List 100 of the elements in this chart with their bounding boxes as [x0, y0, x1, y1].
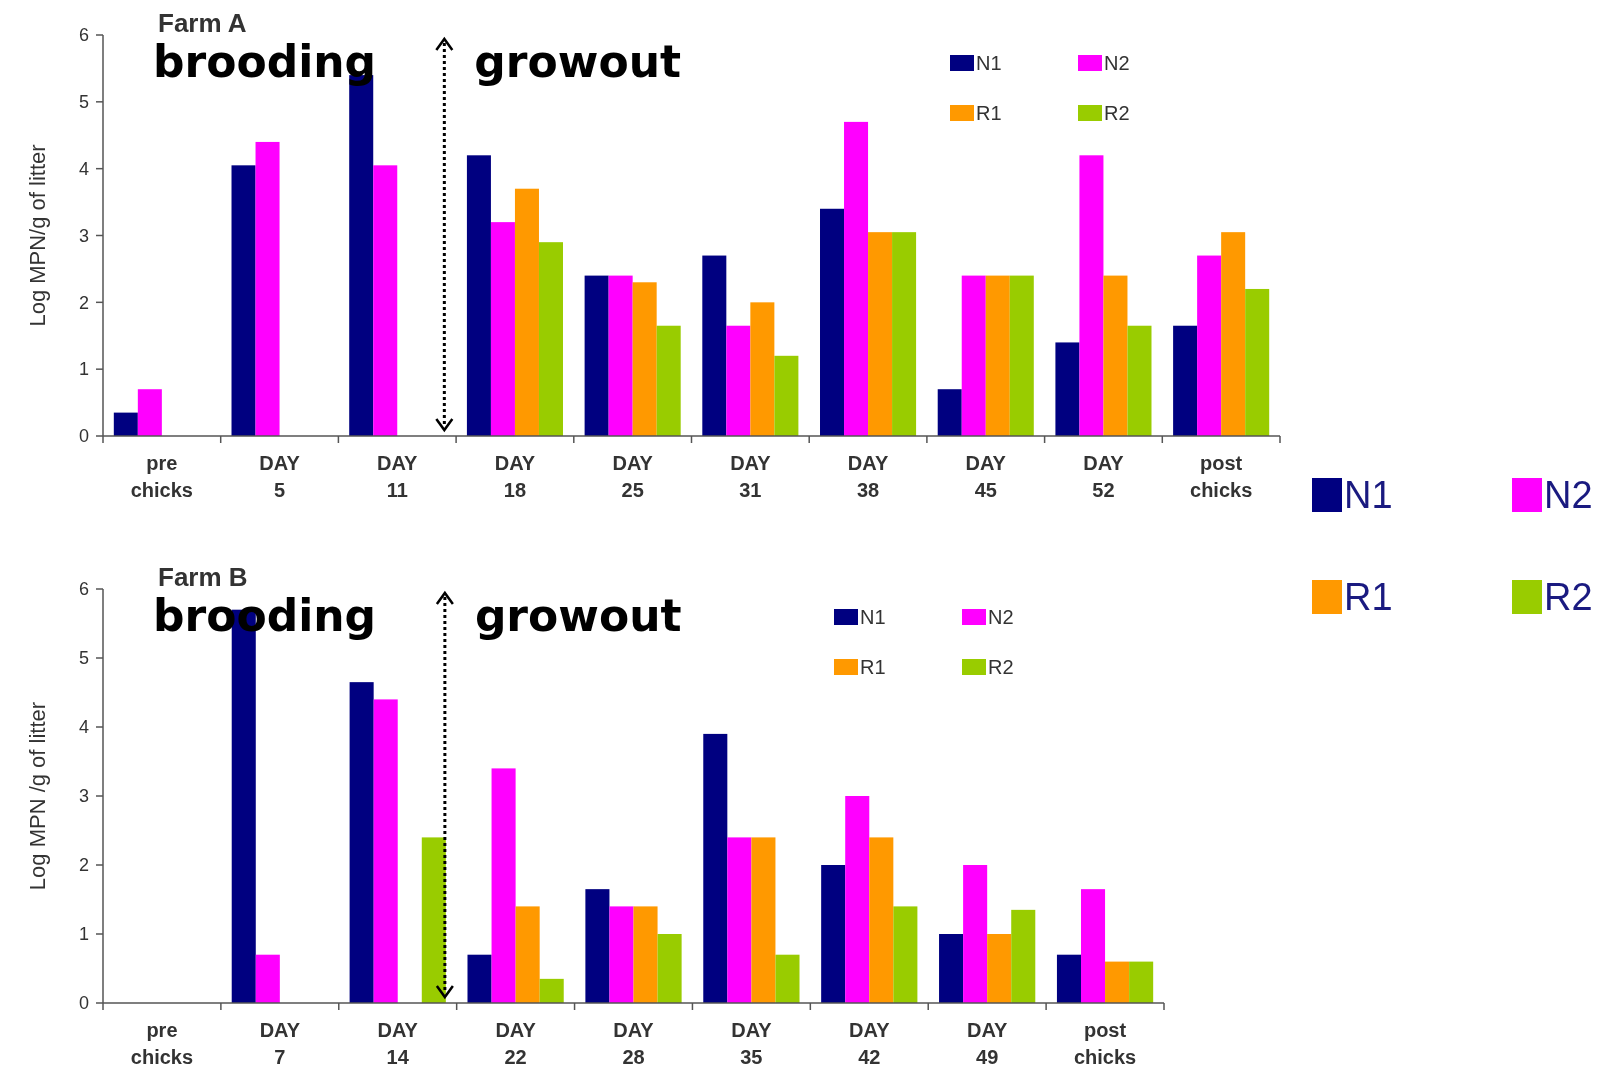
y-tick-label: 0 — [78, 993, 89, 1014]
bar — [1129, 961, 1154, 1003]
bar — [726, 325, 751, 436]
x-tick-label: post chicks — [1073, 1019, 1137, 1068]
annotation: growout — [474, 36, 681, 87]
bar — [231, 165, 256, 436]
bar — [727, 837, 752, 1003]
bar — [515, 906, 540, 1003]
bar — [892, 232, 917, 436]
bar — [844, 121, 869, 436]
bar — [255, 954, 280, 1003]
x-tick-label: DAY 38 — [847, 452, 889, 501]
y-tick-label: 5 — [78, 92, 89, 113]
bar — [585, 889, 610, 1003]
bar — [893, 906, 918, 1003]
bar — [539, 978, 564, 1003]
bar — [633, 906, 658, 1003]
bar — [868, 232, 893, 436]
bar — [1056, 954, 1081, 1003]
y-tick-label: 1 — [78, 924, 89, 945]
y-axis-title: Log MPN/g of litter — [25, 144, 50, 327]
bar — [1011, 909, 1036, 1003]
x-tick-label: DAY 49 — [966, 1019, 1009, 1068]
bar — [821, 865, 846, 1003]
annotation: brooding — [153, 36, 377, 87]
y-tick-label: 0 — [78, 426, 89, 447]
bar — [373, 699, 398, 1003]
legend-label: N2 — [1104, 52, 1130, 74]
bar — [1127, 325, 1152, 436]
chart-title: Farm A — [158, 8, 247, 38]
y-tick-label: 2 — [78, 292, 89, 313]
x-tick-label: DAY 22 — [495, 1019, 537, 1068]
x-tick-label: DAY 11 — [377, 452, 419, 501]
bar — [751, 837, 776, 1003]
x-tick-label: DAY 14 — [377, 1019, 419, 1068]
bar — [1079, 155, 1104, 436]
bar — [987, 934, 1012, 1003]
bar — [939, 934, 964, 1003]
bar — [1221, 232, 1246, 436]
chart-title: Farm B — [158, 562, 248, 592]
legend-label: N1 — [976, 52, 1002, 74]
legend-label: R2 — [1104, 102, 1130, 124]
y-tick-label: 3 — [78, 786, 89, 807]
x-tick-label: DAY 45 — [965, 452, 1007, 501]
bar — [774, 355, 799, 436]
legend: N1 N2 R1 R2 — [1312, 474, 1593, 619]
y-tick-label: 6 — [78, 25, 89, 46]
bar — [985, 275, 1010, 436]
bar — [1055, 342, 1080, 436]
x-tick-label: DAY 7 — [259, 1019, 301, 1068]
y-tick-label: 3 — [78, 225, 89, 246]
bar — [703, 733, 728, 1003]
legend-label: R2 — [988, 656, 1014, 678]
bar — [820, 208, 845, 436]
bar — [1009, 275, 1034, 436]
y-axis-title: Log MPN /g of litter — [25, 701, 50, 891]
bar — [1105, 961, 1130, 1003]
bar — [538, 242, 563, 436]
bar — [961, 275, 986, 436]
y-tick-label: 6 — [78, 579, 89, 600]
bar — [937, 389, 962, 436]
x-tick-label: DAY 42 — [849, 1019, 891, 1068]
annotation: brooding — [153, 590, 377, 641]
bar — [869, 837, 894, 1003]
annotation: growout — [474, 590, 682, 641]
bar — [490, 222, 515, 436]
y-tick-label: 4 — [78, 717, 89, 738]
legend-label: R1 — [860, 656, 886, 678]
y-tick-label: 4 — [78, 158, 89, 179]
bar — [608, 275, 633, 436]
bar — [584, 275, 609, 436]
y-tick-label: 1 — [78, 359, 89, 380]
bar — [775, 954, 800, 1003]
legend-label: R1 — [976, 102, 1002, 124]
bar — [255, 141, 280, 436]
bar — [1245, 288, 1270, 436]
bar — [1103, 275, 1128, 436]
bar — [373, 165, 398, 436]
bar — [750, 302, 775, 436]
x-tick-label: DAY 52 — [1083, 452, 1125, 501]
x-tick-label: DAY 5 — [259, 452, 301, 501]
x-tick-label: DAY 31 — [730, 452, 772, 501]
bar — [466, 155, 491, 436]
bar — [657, 934, 682, 1003]
bar — [1081, 889, 1106, 1003]
bar — [1197, 255, 1222, 436]
y-tick-label: 2 — [78, 855, 89, 876]
bar — [349, 682, 374, 1003]
bar — [467, 954, 492, 1003]
bar — [113, 412, 138, 436]
legend-label: N2 — [988, 606, 1014, 628]
bar — [656, 325, 681, 436]
bar — [514, 188, 539, 436]
bar — [1173, 325, 1198, 436]
x-tick-label: pre chicks — [130, 452, 193, 501]
y-tick-label: 5 — [78, 648, 89, 669]
x-tick-label: DAY 35 — [731, 1019, 773, 1068]
x-tick-label: post chicks — [1190, 452, 1253, 501]
bar — [491, 768, 516, 1003]
x-tick-label: DAY 18 — [494, 452, 536, 501]
